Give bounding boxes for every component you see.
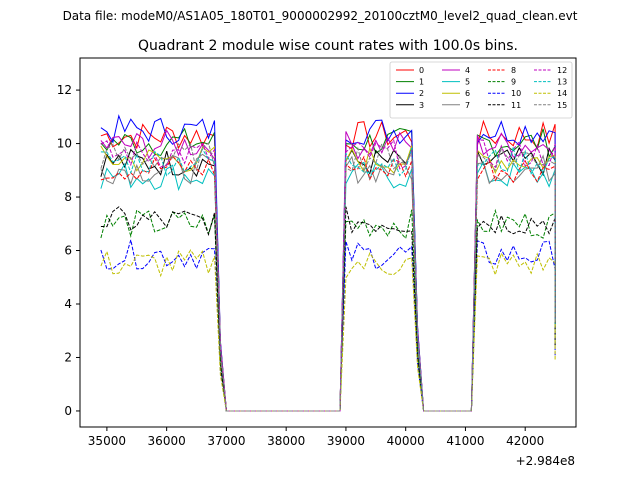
series-line-15 <box>100 142 556 412</box>
legend-label-1: 1 <box>419 78 424 87</box>
y-tick-label: 4 <box>64 297 72 311</box>
series-line-0 <box>100 119 556 412</box>
legend-label-0: 0 <box>419 66 424 75</box>
x-tick-label: 42000 <box>506 434 544 448</box>
series-line-10 <box>100 239 556 412</box>
x-tick-label: 38000 <box>267 434 305 448</box>
x-tick-label: 36000 <box>148 434 186 448</box>
series-line-3 <box>100 146 556 412</box>
legend-label-15: 15 <box>557 101 567 110</box>
series-line-7 <box>100 153 556 412</box>
data-file-label: Data file: modeM0/AS1A05_180T01_90000029… <box>63 9 578 23</box>
legend-label-11: 11 <box>511 101 521 110</box>
x-axis-ticks: 35000 36000 37000 38000 39000 40000 41000 42000 <box>88 427 544 448</box>
axes-frame <box>79 57 577 428</box>
y-tick-label: 8 <box>64 190 72 204</box>
series-line-1 <box>100 127 556 412</box>
legend-label-8: 8 <box>511 66 516 75</box>
legend-label-13: 13 <box>557 78 567 87</box>
series-line-9 <box>100 208 556 412</box>
series-line-12 <box>100 139 556 412</box>
x-tick-label: 41000 <box>446 434 484 448</box>
y-tick-label: 2 <box>64 350 72 364</box>
x-tick-label: 39000 <box>327 434 365 448</box>
legend-label-10: 10 <box>511 89 521 98</box>
x-offset-label: +2.984e8 <box>516 454 575 468</box>
legend-box <box>389 61 573 119</box>
legend-label-9: 9 <box>511 78 516 87</box>
legend-label-3: 3 <box>419 101 424 110</box>
y-tick-label: 0 <box>64 404 72 418</box>
x-tick-label: 37000 <box>207 434 245 448</box>
series-line-11 <box>100 206 556 412</box>
series-line-8 <box>100 155 556 412</box>
legend-label-12: 12 <box>557 66 567 75</box>
series-line-6 <box>100 145 556 412</box>
legend-label-2: 2 <box>419 89 424 98</box>
legend-label-7: 7 <box>465 101 470 110</box>
legend-label-6: 6 <box>465 89 470 98</box>
x-tick-label: 35000 <box>88 434 126 448</box>
y-tick-label: 12 <box>57 83 72 97</box>
x-tick-label: 40000 <box>387 434 425 448</box>
series-line-13 <box>100 146 556 412</box>
chart-title: Quadrant 2 module wise count rates with … <box>138 38 518 54</box>
legend-label-4: 4 <box>465 66 470 75</box>
legend-label-14: 14 <box>557 89 567 98</box>
plot-lines <box>100 114 556 412</box>
y-axis-ticks: 0 2 4 6 8 10 12 <box>57 83 80 418</box>
series-line-5 <box>100 160 556 412</box>
y-tick-label: 6 <box>64 244 72 258</box>
series-line-14 <box>100 249 556 412</box>
y-tick-label: 10 <box>57 137 72 151</box>
legend-label-5: 5 <box>465 78 470 87</box>
